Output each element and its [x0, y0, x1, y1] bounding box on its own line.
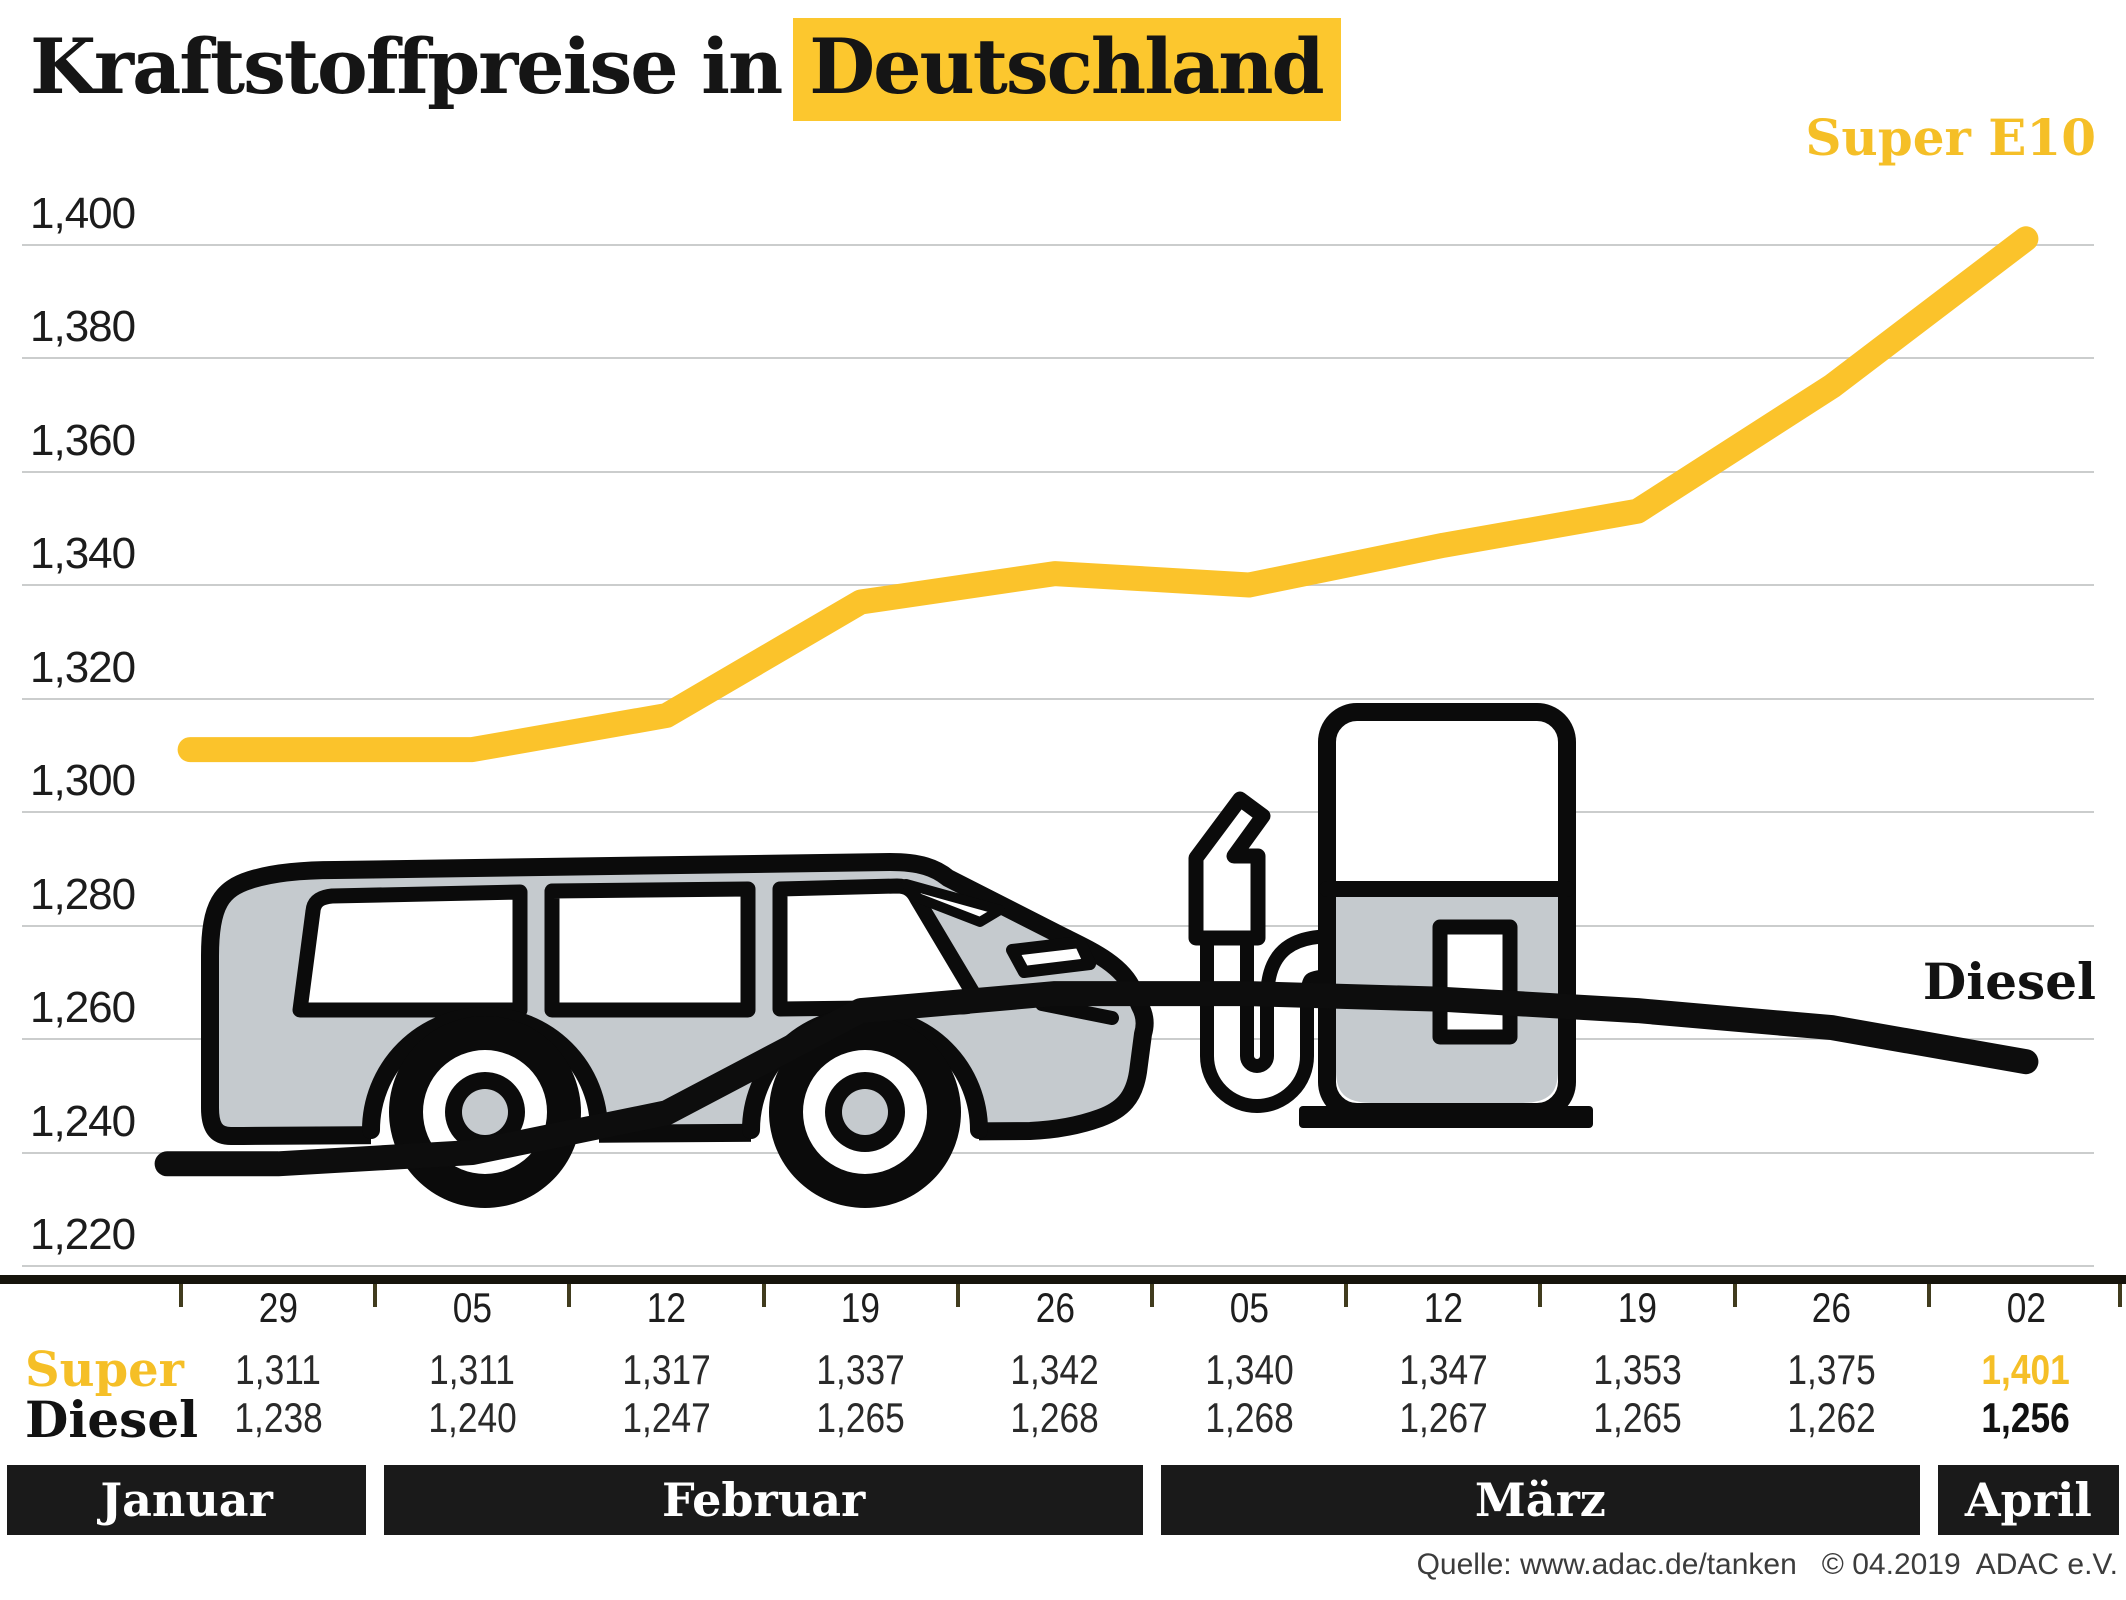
super-value-cell: 1,353 [1593, 1346, 1682, 1393]
diesel-value-cell: 1,265 [1593, 1394, 1682, 1441]
super-value-cell: 1,347 [1399, 1346, 1488, 1393]
super-value-cell: 1,342 [1010, 1346, 1100, 1393]
x-axis-tick [373, 1284, 378, 1307]
gridline [22, 697, 2094, 700]
super-value-cell: 1,401 [1981, 1346, 2071, 1393]
fuel-pump-icon [1188, 703, 1593, 1128]
x-axis-tick [1344, 1284, 1349, 1307]
y-axis-label: 1,360 [30, 415, 136, 465]
date-cell: 19 [1617, 1284, 1658, 1331]
front-wheel [769, 1016, 961, 1208]
gridline [22, 243, 2094, 246]
super-e10-label: Super E10 [1805, 108, 2096, 167]
date-cell: 12 [1423, 1284, 1463, 1331]
month-band-april: April [1937, 1465, 2119, 1535]
date-cell: 05 [1229, 1284, 1269, 1331]
diesel-line [154, 981, 2039, 1177]
y-axis-label: 1,240 [30, 1096, 136, 1146]
diesel-value-cell: 1,267 [1399, 1394, 1488, 1441]
headlight [1006, 936, 1096, 978]
pump-display [1432, 919, 1518, 1045]
diesel-value-cell: 1,262 [1787, 1394, 1876, 1441]
super-value-cell: 1,317 [622, 1346, 711, 1393]
date-cell: 05 [452, 1284, 492, 1331]
month-band-februar: Februar [384, 1465, 1143, 1535]
y-axis-label: 1,300 [30, 756, 136, 805]
x-axis-line [0, 1275, 2126, 1284]
y-axis-label: 1,340 [30, 529, 136, 578]
x-axis-tick [761, 1284, 766, 1307]
super-e10-line [177, 226, 2039, 763]
x-axis-tick [179, 1284, 183, 1307]
source-note: Quelle: www.adac.de/tanken © 04.2019 ADA… [1416, 1548, 2118, 1581]
diesel-value-cell: 1,256 [1981, 1394, 2071, 1441]
month-band-januar: Januar [7, 1465, 367, 1535]
y-axis-label: 1,380 [30, 302, 136, 351]
y-axis-label: 1,400 [30, 188, 136, 238]
diesel-value-cell: 1,268 [1204, 1394, 1294, 1441]
y-axis-label: 1,260 [30, 983, 136, 1032]
x-axis-tick [1150, 1284, 1154, 1307]
rear-wheel [389, 1016, 581, 1208]
date-cell: 29 [258, 1284, 298, 1331]
table-row-label-diesel: Diesel [25, 1390, 199, 1449]
month-band-märz: März [1161, 1465, 1920, 1535]
super-value-cell: 1,311 [235, 1346, 321, 1393]
windshield [901, 879, 1005, 927]
gridline [22, 811, 2094, 813]
super-value-cell: 1,375 [1787, 1346, 1876, 1393]
date-cell: 26 [1035, 1284, 1075, 1331]
gridline [22, 1265, 2094, 1267]
diesel-value-cell: 1,265 [816, 1394, 905, 1441]
diesel-value-cell: 1,240 [428, 1394, 517, 1441]
car-icon [201, 853, 1154, 1208]
gridline [22, 470, 2094, 473]
diesel-value-cell: 1,238 [233, 1394, 323, 1441]
x-axis-tick [1926, 1284, 1931, 1307]
title-plain: Kraftstoffpreise in [30, 22, 783, 111]
super-value-cell: 1,340 [1204, 1346, 1294, 1393]
super-value-cell: 1,337 [816, 1346, 905, 1393]
table-row-label-super: Super [25, 1342, 184, 1398]
date-cell: 12 [646, 1284, 687, 1331]
diesel-value-cell: 1,268 [1010, 1394, 1100, 1441]
gridline [22, 357, 2094, 359]
super-value-cell: 1,311 [429, 1346, 516, 1393]
gridline [22, 1151, 2094, 1154]
pump-nozzle [1188, 791, 1271, 946]
diesel-label: Diesel [1922, 952, 2096, 1011]
y-axis-label: 1,320 [30, 642, 136, 692]
x-axis-tick [1732, 1284, 1737, 1307]
x-axis-tick [1538, 1284, 1543, 1307]
date-cell: 02 [2006, 1284, 2046, 1331]
diesel-value-cell: 1,247 [622, 1394, 711, 1441]
x-axis-tick [955, 1284, 960, 1307]
y-axis-label: 1,220 [30, 1210, 136, 1259]
title-highlight: Deutschland [793, 18, 1341, 121]
date-cell: 19 [841, 1284, 881, 1331]
x-axis-tick [2118, 1284, 2122, 1307]
x-axis-tick [567, 1284, 572, 1307]
date-cell: 26 [1812, 1284, 1852, 1331]
page-title: Kraftstoffpreise in Deutschland [30, 18, 1341, 121]
y-axis-label: 1,280 [30, 869, 136, 919]
